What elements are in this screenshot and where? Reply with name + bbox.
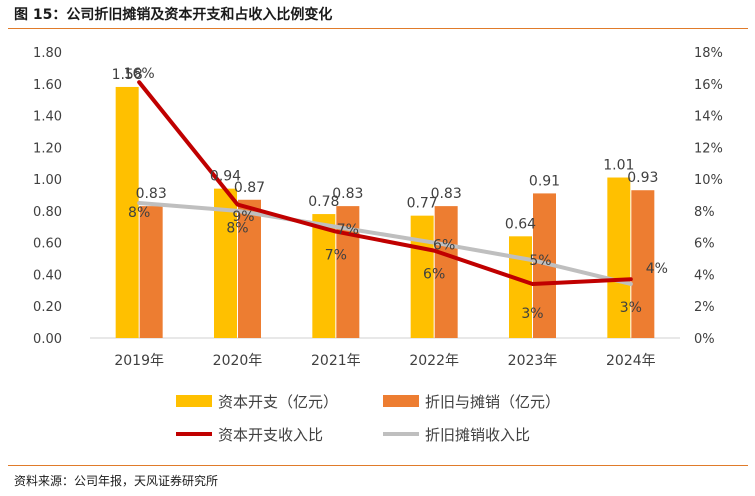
da-ratio-label: 9% — [232, 209, 254, 225]
capex-bar-label: 0.78 — [308, 194, 339, 210]
da-ratio-label: 8% — [128, 205, 150, 221]
source-rule — [8, 465, 748, 466]
capex-ratio-label: 7% — [325, 248, 347, 264]
legend-label: 折旧与摊销（亿元） — [425, 393, 560, 411]
legend: 资本开支（亿元） 折旧与摊销（亿元） 资本开支收入比 折旧摊销收入比 — [176, 393, 560, 444]
capex-bar — [312, 214, 336, 338]
capex-bar-label: 1.58 — [112, 67, 143, 83]
x-tick-label: 2024年 — [606, 353, 656, 369]
x-tick-label: 2020年 — [213, 353, 263, 369]
y-left-tick-label: 0.60 — [33, 237, 62, 252]
legend-label: 资本开支（亿元） — [218, 393, 338, 411]
x-tick-label: 2021年 — [311, 353, 361, 369]
legend-label: 折旧摊销收入比 — [425, 426, 530, 444]
y-left-tick-label: 0.20 — [33, 300, 62, 315]
da-bar — [434, 206, 458, 338]
y-left-tick-label: 0.00 — [33, 332, 62, 347]
da-bar-label: 0.91 — [529, 173, 560, 189]
da-ratio-label: 3% — [620, 300, 642, 316]
capex-ratio-label: 3% — [521, 306, 543, 322]
y-right-tick-label: 6% — [694, 237, 715, 252]
da-ratio-label: 5% — [529, 253, 551, 269]
bar-labels: 1.58 0.94 0.78 0.77 0.64 1.01 0.83 0.87 0.83 0.83… — [112, 67, 659, 232]
capex-bar-label: 0.64 — [505, 216, 536, 232]
y-right-tick-label: 18% — [694, 46, 723, 61]
legend-label: 资本开支收入比 — [218, 426, 323, 444]
da-bar — [139, 206, 163, 338]
capex-ratio-label: 6% — [423, 267, 445, 283]
capex-ratio-label: 4% — [646, 261, 668, 277]
capex-bar-label: 0.94 — [210, 169, 241, 185]
bars — [115, 86, 655, 338]
x-tick-label: 2023年 — [508, 353, 558, 369]
y-left-tick-label: 1.60 — [33, 78, 62, 93]
y-left-tick-label: 0.80 — [33, 205, 62, 220]
y-right-tick-label: 10% — [694, 173, 723, 188]
y-left-tick-label: 1.20 — [33, 141, 62, 156]
capex-bar-label: 0.77 — [407, 196, 438, 212]
x-tick-label: 2022年 — [409, 353, 459, 369]
combo-chart: 0.00 0.20 0.40 0.60 0.80 1.00 1.20 1.40 1.60 1.80… — [33, 46, 723, 444]
da-bar — [336, 206, 360, 338]
y-right-axis: 0% 2% 4% 6% 8% 10% 12% 14% 16% 18% — [694, 46, 723, 347]
lines — [137, 80, 633, 286]
da-bar — [238, 199, 261, 338]
da-ratio-label: 6% — [433, 238, 455, 254]
y-right-tick-label: 2% — [694, 300, 715, 315]
x-axis: 2019年 2020年 2021年 2022年 2023年 2024年 — [114, 353, 655, 369]
capex-ratio-label: 16% — [124, 66, 155, 82]
da-bar-label: 0.93 — [627, 170, 658, 186]
figure-title: 图 15：公司折旧摊销及资本开支和占收入比例变化 — [14, 7, 333, 23]
da-bar — [533, 193, 556, 338]
capex-bar — [607, 177, 631, 338]
da-bar — [631, 190, 655, 338]
y-left-tick-label: 0.40 — [33, 268, 62, 283]
line-labels: 16%8%7%6%3%4%8% 9%7%6%5%3% — [124, 66, 668, 322]
x-tick-label: 2019年 — [114, 353, 164, 369]
capex-ratio-label: 8% — [226, 221, 248, 237]
y-left-tick-label: 1.00 — [33, 173, 62, 188]
da-bar-label: 0.83 — [431, 186, 462, 202]
legend-swatch — [176, 395, 212, 407]
y-right-tick-label: 12% — [694, 141, 723, 156]
capex-bar — [115, 86, 139, 338]
da-ratio-line — [137, 200, 633, 286]
title-rule — [8, 28, 748, 29]
y-right-tick-label: 0% — [694, 332, 715, 347]
y-left-tick-label: 1.80 — [33, 46, 62, 61]
capex-ratio-line — [137, 80, 633, 286]
da-bar-label: 0.83 — [332, 186, 363, 202]
y-right-tick-label: 8% — [694, 205, 715, 220]
da-ratio-label: 7% — [337, 222, 359, 238]
capex-bar-label: 1.01 — [603, 158, 634, 174]
y-left-axis: 0.00 0.20 0.40 0.60 0.80 1.00 1.20 1.40 1.60 1.80 — [33, 46, 62, 347]
capex-bar — [509, 236, 532, 338]
y-right-tick-label: 16% — [694, 78, 723, 93]
source-note: 资料来源：公司年报，天风证券研究所 — [14, 474, 219, 488]
y-right-tick-label: 14% — [694, 110, 723, 125]
da-bar-label: 0.83 — [136, 186, 167, 202]
y-right-tick-label: 4% — [694, 268, 715, 283]
legend-swatch — [383, 395, 419, 407]
y-left-tick-label: 1.40 — [33, 110, 62, 125]
capex-bar — [214, 188, 237, 338]
da-bar-label: 0.87 — [234, 180, 265, 196]
